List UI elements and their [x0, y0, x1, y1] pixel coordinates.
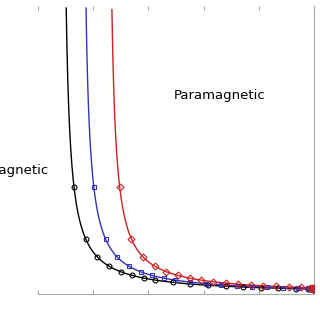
Text: Paramagnetic: Paramagnetic [174, 89, 266, 101]
Text: rromagnetic: rromagnetic [0, 164, 49, 177]
